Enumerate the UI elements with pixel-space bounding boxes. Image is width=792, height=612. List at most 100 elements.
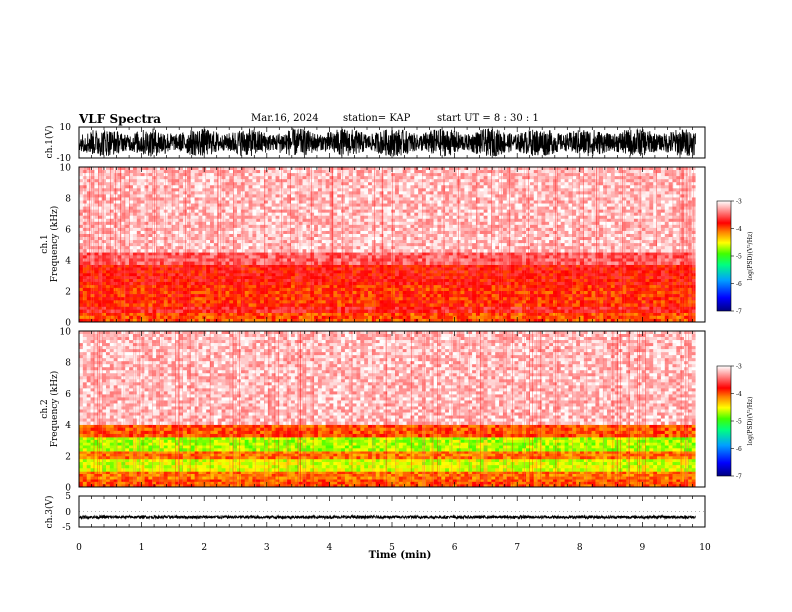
ch1-spectrogram-cell	[395, 188, 400, 192]
ch1-spectrogram-cell	[148, 315, 153, 320]
ch1-spectrogram-cell	[633, 297, 639, 301]
ch1-spectrogram-cell	[418, 170, 423, 174]
ch1-spectrogram-cell	[475, 315, 481, 320]
ch1-spectrogram-cell	[672, 185, 677, 189]
ch1-spectrogram-cell	[537, 173, 542, 177]
ch1-spectrogram-cell	[125, 179, 130, 183]
ch1-spectrogram-cell	[572, 173, 577, 177]
ch1-spectrogram-cell	[244, 170, 249, 174]
ch1-spectrogram-cell	[202, 303, 207, 307]
ch1-spectrogram-cell	[263, 188, 269, 192]
ch1-spectrogram-cell	[391, 170, 396, 174]
ch1-spectrogram-cell	[556, 291, 562, 295]
ch1-spectrogram-cell	[325, 300, 330, 304]
ch1-spectrogram-cell	[580, 270, 585, 274]
ch1-spectrogram-cell	[171, 255, 176, 259]
ch1-spectrogram-cell	[626, 182, 631, 186]
ch1-spectrogram-cell	[533, 179, 538, 183]
ch1-spectrogram-cell	[310, 267, 315, 271]
ch1-spectrogram-cell	[186, 173, 192, 177]
ch1-spectrogram-cell	[572, 167, 577, 171]
ch1-spectrogram-cell	[495, 284, 500, 289]
ch1-spectrogram-cell	[564, 297, 569, 301]
ch1-spectrogram-cell	[587, 294, 592, 298]
ch1-spectrogram-cell	[549, 300, 554, 304]
ch1-spectrogram-cell	[341, 179, 346, 183]
ch1-spectrogram-cell	[626, 179, 631, 183]
ch1-spectrogram-cell	[217, 294, 222, 298]
ch1-spectrogram-cell	[395, 284, 400, 289]
ch1-spectrogram-cell	[105, 318, 111, 323]
ch1-spectrogram-cell	[206, 303, 211, 307]
ch1-spectrogram-cell	[499, 185, 504, 189]
ch1-spectrogram-cell	[321, 264, 326, 268]
ch1-spectrogram-cell	[506, 300, 511, 304]
ch1-spectrogram-cell	[125, 261, 130, 265]
ch1-spectrogram-cell	[491, 179, 496, 183]
ch1-spectrogram-cell	[333, 300, 338, 304]
ch1-spectrogram-cell	[502, 294, 508, 298]
ch1-spectrogram-cell	[487, 170, 492, 174]
ch1-spectrogram-cell	[314, 287, 319, 292]
ch1-spectrogram-cell	[564, 303, 569, 307]
ch1-spectrogram-cell	[202, 284, 207, 289]
ch1-spectrogram-cell	[633, 255, 639, 259]
ch1-spectrogram-cell	[105, 255, 111, 259]
ch1-spectrogram-cell	[156, 287, 161, 292]
ch1-spectrogram-cell	[105, 300, 111, 304]
ch1-spectrogram-cell	[483, 255, 488, 259]
ch1-spectrogram-cell	[375, 185, 380, 189]
ch1-spectrogram-cell	[595, 173, 600, 177]
ch1-spectrogram-cell	[425, 182, 430, 186]
ch1-spectrogram-cell	[514, 255, 519, 259]
ch1-spectrogram-cell	[595, 176, 600, 180]
ch1-spectrogram-cell	[483, 287, 488, 292]
ch1-spectrogram-cell	[506, 264, 511, 268]
ch1-spectrogram-cell	[90, 179, 95, 183]
ch1-spectrogram-cell	[479, 170, 484, 174]
ch1-spectrogram-cell	[79, 270, 84, 274]
ch1-spectrogram-cell	[271, 255, 276, 259]
ch1-spectrogram-cell	[448, 303, 454, 307]
ch1-spectrogram-cell	[368, 258, 373, 262]
ch1-spectrogram-cell	[348, 255, 353, 259]
ch1-spectrogram-cell	[275, 300, 280, 304]
ch1-spectrogram-cell	[379, 281, 384, 286]
ch1-spectrogram-cell	[633, 315, 639, 320]
ch1-spectrogram-cell	[306, 276, 311, 280]
ch1-spectrogram-cell	[360, 252, 365, 256]
ch1-spectrogram-cell	[221, 287, 226, 292]
ch1-spectrogram-cell	[614, 270, 619, 274]
ch1-spectrogram-cell	[267, 291, 272, 295]
ch1-spectrogram-cell	[171, 270, 176, 274]
ch1-spectrogram-cell	[684, 179, 689, 183]
ch1-spectrogram-cell	[448, 255, 454, 259]
ch1-spectrogram-cell	[260, 179, 265, 183]
ch1-spectrogram-cell	[684, 300, 689, 304]
ch1-spectrogram-cell	[136, 309, 141, 313]
ch1-spectrogram-cell	[560, 306, 565, 310]
ch1-spectrogram-cell	[475, 291, 481, 295]
ch1-spectrogram-cell	[371, 185, 377, 189]
ch1-spectrogram-cell	[529, 294, 535, 298]
ch1-spectrogram-cell	[529, 291, 535, 295]
ch1-spectrogram-cell	[213, 318, 219, 323]
ch1-spectrogram-cell	[360, 297, 365, 301]
ch1-spectrogram-cell	[375, 284, 380, 289]
ch1-spectrogram-cell	[125, 312, 130, 317]
ch1-spectrogram-cell	[587, 318, 592, 323]
ch1-spectrogram-cell	[395, 306, 400, 310]
ch1-spectrogram-cell	[603, 287, 608, 292]
ch1-spectrogram-cell	[175, 255, 180, 259]
ch1-spectrogram-cell	[630, 315, 635, 320]
ch1-spectrogram-cell	[321, 185, 326, 189]
ch1-spectrogram-cell	[287, 287, 292, 292]
ch1-spectrogram-cell	[79, 291, 84, 295]
ch1-spectrogram-cell	[641, 173, 646, 177]
ch1-spectrogram-cell	[402, 291, 407, 295]
ch1-spectrogram-cell	[660, 291, 666, 295]
ch1-spectrogram-cell	[364, 264, 369, 268]
ch1-spectrogram-cell	[541, 291, 546, 295]
ch1-spectrogram-cell	[287, 273, 292, 277]
ch1-spectrogram-cell	[445, 291, 450, 295]
